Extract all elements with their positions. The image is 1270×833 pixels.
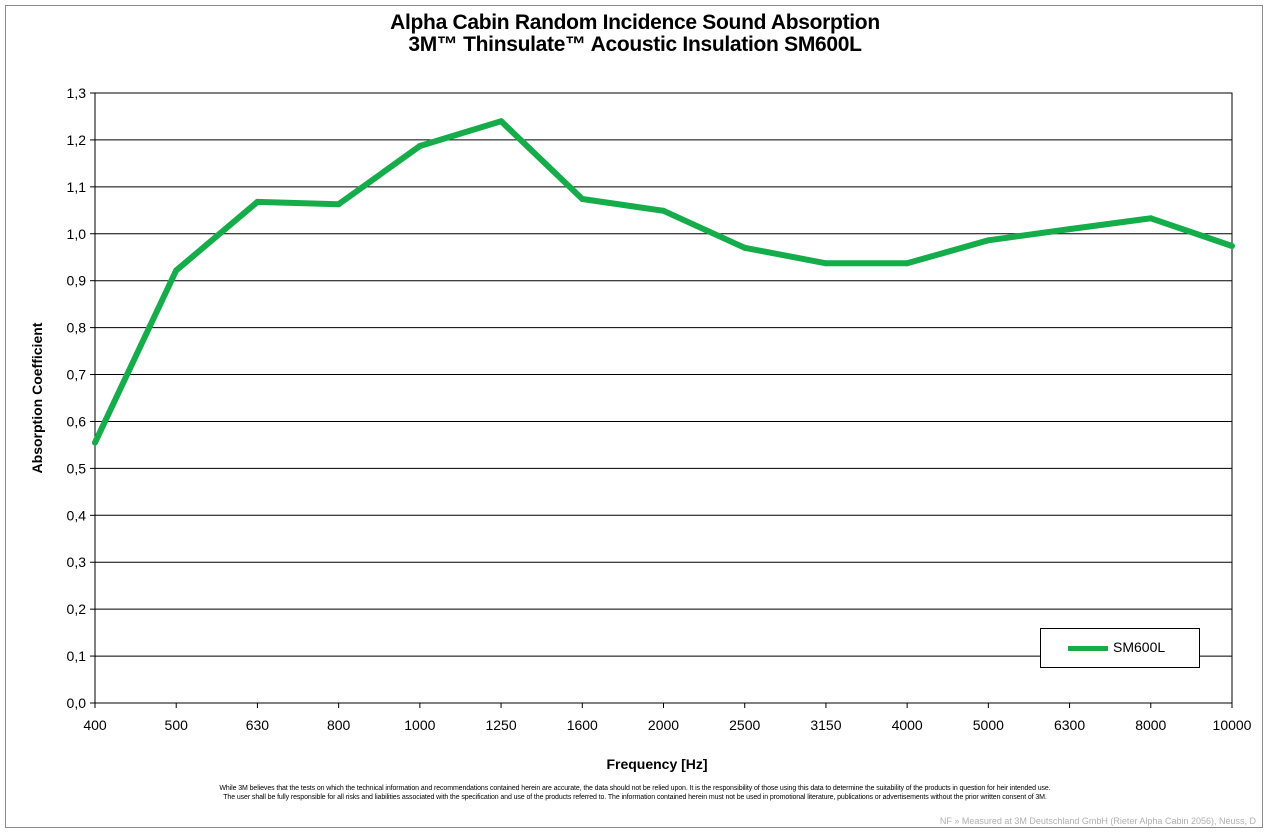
data-point — [1229, 243, 1235, 249]
x-tick-label: 1000 — [404, 717, 435, 733]
data-point — [335, 201, 342, 208]
series-lines — [92, 118, 1235, 446]
data-point — [173, 267, 180, 274]
chart-frame — [5, 5, 1263, 828]
chart-subtitle: 3M™ Thinsulate™ Acoustic Insulation SM60… — [408, 33, 862, 56]
data-point — [904, 260, 911, 267]
data-point — [92, 439, 98, 446]
y-tick-label: 0,4 — [67, 507, 87, 523]
legend-label-sm600l: SM600L — [1113, 639, 1166, 655]
x-tick-label: 2500 — [729, 717, 760, 733]
data-point — [416, 143, 423, 149]
plot-area-border — [94, 92, 1233, 704]
x-tick-label: 630 — [246, 717, 270, 733]
x-tick-label: 500 — [165, 717, 189, 733]
gridlines — [95, 139, 1232, 657]
x-tick-labels: 400 500 630 800 1000 1250 1600 2000 2500 3150 4000… — [83, 717, 1251, 733]
data-point — [1066, 226, 1073, 233]
y-tick-label: 0,9 — [67, 273, 87, 289]
y-tick-label: 1,1 — [67, 179, 87, 195]
x-axis-title: Frequency [Hz] — [606, 756, 707, 772]
y-tick-label: 0,3 — [67, 554, 87, 570]
x-tick-label: 400 — [83, 717, 107, 733]
x-tick-label: 4000 — [892, 717, 923, 733]
y-tick-label: 0,2 — [67, 601, 87, 617]
y-tick-label: 0,0 — [67, 695, 87, 711]
data-point — [741, 244, 748, 251]
y-tick-label: 1,0 — [67, 226, 87, 242]
x-tick-label: 8000 — [1135, 717, 1166, 733]
y-tick-label: 1,3 — [67, 85, 87, 101]
legend: SM600L — [1040, 628, 1200, 668]
data-point — [498, 118, 505, 125]
data-point — [822, 260, 829, 267]
x-tick-label: 1600 — [567, 717, 598, 733]
data-point — [579, 196, 586, 202]
y-tick-label: 0,7 — [67, 367, 87, 383]
x-tick-label: 5000 — [973, 717, 1004, 733]
disclaimer-line-2: The user shall be fully responsible for … — [223, 794, 1047, 801]
x-tick-label: 6300 — [1054, 717, 1085, 733]
y-tick-label: 0,6 — [67, 413, 87, 429]
y-tick-label: 0,5 — [67, 460, 87, 476]
data-point — [660, 207, 667, 214]
disclaimer: While 3M believes that the tests on whic… — [60, 784, 1210, 802]
x-tick-label: 2000 — [648, 717, 679, 733]
series-line-sm600l — [92, 118, 1233, 444]
data-point — [254, 198, 261, 205]
y-axis-title: Absorption Coefficient — [29, 322, 45, 473]
y-tick-label: 0,8 — [67, 320, 87, 336]
legend-swatch-sm600l — [1068, 646, 1108, 651]
y-tick-label: 0,1 — [67, 648, 87, 664]
data-point — [985, 237, 992, 244]
data-point — [1147, 215, 1154, 222]
y-tick-label: 1,2 — [67, 132, 87, 148]
y-tick-labels: 0,0 0,1 0,2 0,3 0,4 0,5 0,6 0,7 0,8 0,9 1,0 1,1 1,2 1… — [67, 85, 87, 711]
axes — [90, 92, 1233, 708]
footnote: NF » Measured at 3M Deutschland GmbH (Ri… — [939, 816, 1256, 826]
x-tick-label: 10000 — [1213, 717, 1252, 733]
chart-title: Alpha Cabin Random Incidence Sound Absor… — [390, 11, 880, 34]
x-tick-label: 1250 — [485, 717, 516, 733]
x-tick-label: 3150 — [810, 717, 841, 733]
disclaimer-line-1: While 3M believes that the tests on whic… — [219, 785, 1051, 792]
x-tick-label: 800 — [327, 717, 351, 733]
